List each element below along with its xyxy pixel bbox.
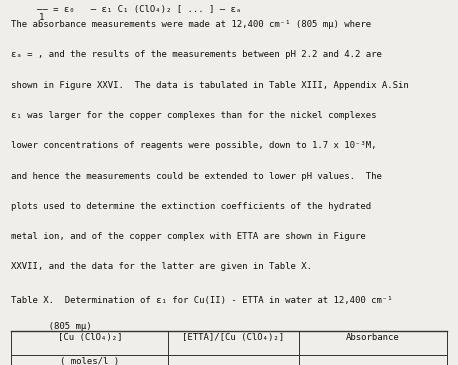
Text: and hence the measurements could be extended to lower pH values.  The: and hence the measurements could be exte… bbox=[11, 172, 382, 181]
Text: Absorbance: Absorbance bbox=[346, 333, 399, 342]
Text: [Cu (ClO₄)₂]: [Cu (ClO₄)₂] bbox=[58, 333, 122, 342]
Text: The absorbance measurements were made at 12,400 cm⁻¹ (805 mμ) where: The absorbance measurements were made at… bbox=[11, 20, 371, 29]
Text: shown in Figure XXVI.  The data is tabulated in Table XIII, Appendix A.Sin: shown in Figure XXVI. The data is tabula… bbox=[11, 81, 409, 90]
Text: —— = ε₀   – ε₁ C₁ (ClO₄)₂ [ ... ] – εₐ: —— = ε₀ – ε₁ C₁ (ClO₄)₂ [ ... ] – εₐ bbox=[37, 5, 241, 15]
Text: εₐ = , and the results of the measurements between pH 2.2 and 4.2 are: εₐ = , and the results of the measuremen… bbox=[11, 50, 382, 59]
Text: lower concentrations of reagents were possible, down to 1.7 x 10⁻³M,: lower concentrations of reagents were po… bbox=[11, 141, 377, 150]
Text: metal ion, and of the copper complex with ETTA are shown in Figure: metal ion, and of the copper complex wit… bbox=[11, 232, 366, 241]
Text: 1: 1 bbox=[39, 13, 44, 22]
Text: [ETTA]/[Cu (ClO₄)₂]: [ETTA]/[Cu (ClO₄)₂] bbox=[182, 333, 284, 342]
Text: ε₁ was larger for the copper complexes than for the nickel complexes: ε₁ was larger for the copper complexes t… bbox=[11, 111, 377, 120]
Text: plots used to determine the extinction coefficients of the hydrated: plots used to determine the extinction c… bbox=[11, 202, 371, 211]
Text: XXVII, and the data for the latter are given in Table X.: XXVII, and the data for the latter are g… bbox=[11, 262, 312, 272]
Text: (805 mμ): (805 mμ) bbox=[11, 322, 92, 331]
Text: Table X.  Determination of ε₁ for Cu(II) - ETTA in water at 12,400 cm⁻¹: Table X. Determination of ε₁ for Cu(II) … bbox=[11, 296, 393, 306]
Text: ( moles/l ): ( moles/l ) bbox=[60, 357, 120, 365]
